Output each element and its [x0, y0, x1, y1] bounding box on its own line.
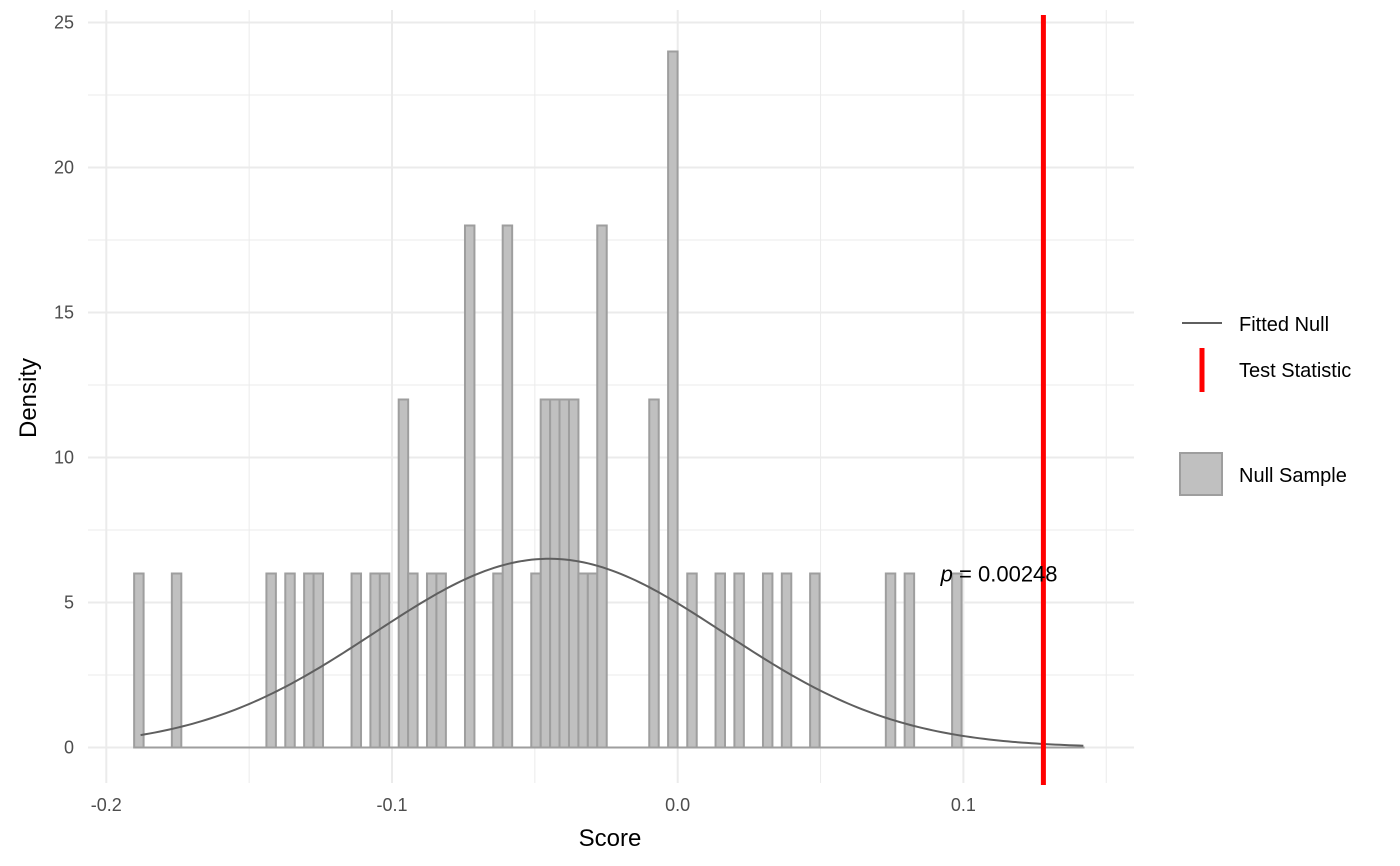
p-value-text: = 0.00248	[953, 562, 1058, 587]
histogram-bar	[493, 574, 502, 748]
histogram-bar	[352, 574, 361, 748]
histogram-bar	[531, 574, 540, 748]
grid-lines	[88, 10, 1134, 783]
histogram-bar	[597, 226, 606, 748]
y-tick-label: 10	[54, 448, 74, 468]
p-value-italic: p	[940, 562, 953, 587]
histogram-bar	[560, 400, 569, 748]
histogram-bar	[782, 574, 791, 748]
y-tick-label: 15	[54, 303, 74, 323]
histogram-bar	[266, 574, 275, 748]
histogram-bar	[810, 574, 819, 748]
y-tick-label: 0	[64, 738, 74, 758]
histogram-bar	[588, 574, 597, 748]
fitted-null-curve	[141, 559, 1084, 746]
histogram-bar	[408, 574, 417, 748]
histogram-bar	[905, 574, 914, 748]
legend-null-sample-label: Null Sample	[1239, 465, 1347, 487]
histogram-bar	[668, 52, 677, 748]
legend: Fitted Null Test Statistic Null Sample	[1180, 314, 1351, 495]
histogram-bar	[952, 574, 961, 748]
histogram-bar	[550, 400, 559, 748]
legend-test-statistic-label: Test Statistic	[1239, 360, 1351, 382]
y-tick-label: 5	[64, 593, 74, 613]
histogram-bar	[314, 574, 323, 748]
histogram-bar	[886, 574, 895, 748]
histogram-bar	[172, 574, 181, 748]
y-axis-ticks: 0 5 10 15 20 25	[54, 13, 74, 758]
x-tick-label: 0.0	[665, 795, 690, 815]
histogram-bar	[716, 574, 725, 748]
p-value-annotation: p = 0.00248	[940, 562, 1058, 587]
y-tick-label: 25	[54, 13, 74, 33]
legend-fitted-null-label: Fitted Null	[1239, 314, 1329, 336]
histogram-bar	[134, 574, 143, 748]
histogram-bar	[734, 574, 743, 748]
histogram-bar	[541, 400, 550, 748]
histogram-bar	[380, 574, 389, 748]
legend-null-sample-key	[1180, 453, 1222, 495]
x-axis-title: Score	[579, 825, 642, 852]
histogram-bar	[687, 574, 696, 748]
histogram-bar	[304, 574, 313, 748]
histogram-bars	[134, 52, 961, 748]
histogram-bar	[370, 574, 379, 748]
histogram-bar	[649, 400, 658, 748]
histogram-bar	[436, 574, 445, 748]
x-axis-ticks: -0.2 -0.1 0.0 0.1	[91, 795, 976, 815]
histogram-bar	[578, 574, 587, 748]
histogram-bar	[503, 226, 512, 748]
histogram-bar	[569, 400, 578, 748]
histogram-bar	[399, 400, 408, 748]
y-tick-label: 20	[54, 158, 74, 178]
x-tick-label: -0.2	[91, 795, 122, 815]
histogram-bar	[465, 226, 474, 748]
x-tick-label: -0.1	[376, 795, 407, 815]
x-tick-label: 0.1	[951, 795, 976, 815]
y-axis-title: Density	[15, 358, 42, 438]
histogram-bar	[285, 574, 294, 748]
